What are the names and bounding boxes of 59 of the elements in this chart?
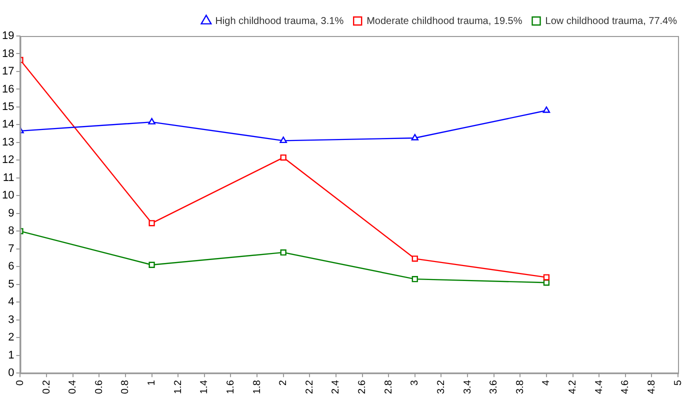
x-tick-label: 2.4 [330,380,342,394]
x-tick-label: 2.2 [304,380,316,394]
y-tick-label: 1 [8,349,14,362]
x-tick-label: 3.4 [462,380,474,394]
x-tick-label: 4.6 [620,380,632,394]
x-tick-label: 1.4 [199,380,210,394]
point [412,256,418,262]
x-tick-label: 4.4 [594,380,605,394]
y-tick-label: 4 [8,296,14,308]
x-tick-label: 0.4 [68,380,79,394]
x-tick-label: 4.2 [568,380,579,394]
x-tick-label: 2.6 [357,380,368,394]
point [543,274,550,280]
x-tick-label: 4 [541,380,552,386]
y-tick-label: 17 [2,66,14,78]
legend-label: High childhood trauma, 3.1% [215,16,344,27]
point [148,262,155,268]
y-tick-label: 8 [8,225,14,238]
y-tick-label: 5 [8,278,14,290]
y-tick-label: 2 [8,332,14,344]
y-tick-label: 19 [2,30,14,42]
x-tick-label: 0.2 [41,380,52,394]
y-tick-label: 9 [8,207,14,220]
x-tick-label: 0.8 [120,380,132,394]
x-tick-label: 0 [14,380,26,386]
y-tick-label: 7 [8,242,14,255]
legend-label: Low childhood trauma, 77.4% [545,16,678,27]
x-tick-label: 3.8 [514,380,526,394]
y-tick-label: 16 [2,83,14,96]
point [411,134,419,140]
point [412,276,418,282]
x-tick-label: 2.8 [383,380,394,394]
x-tick-label: 4.8 [646,380,658,394]
y-tick-label: 11 [2,172,14,184]
point [280,136,287,144]
x-tick-label: 3 [410,380,421,386]
y-tick-label: 12 [2,154,14,166]
x-tick-label: 5 [672,380,684,386]
point [148,220,155,226]
point [280,249,286,256]
x-tick-label: 1 [146,380,158,386]
y-tick-label: 13 [2,136,14,148]
y-tick-label: 10 [2,190,14,202]
x-tick-label: 1.6 [225,380,236,394]
legend-label: Moderate childhood trauma, 19.5% [366,16,522,27]
point [148,118,156,124]
x-tick-label: 1.2 [172,380,184,394]
y-tick-label: 18 [2,48,14,60]
y-tick-label: 3 [8,314,14,326]
y-tick-label: 14 [2,118,14,131]
point [542,106,550,113]
point [280,154,286,161]
x-tick-label: 0.6 [94,380,105,394]
y-tick-label: 6 [8,260,14,273]
x-tick-label: 2 [278,380,290,386]
y-tick-label: 15 [2,101,14,113]
x-tick-label: 1.8 [252,380,263,394]
x-tick-label: 3.6 [488,380,500,394]
x-tick-label: 3.2 [436,380,447,394]
